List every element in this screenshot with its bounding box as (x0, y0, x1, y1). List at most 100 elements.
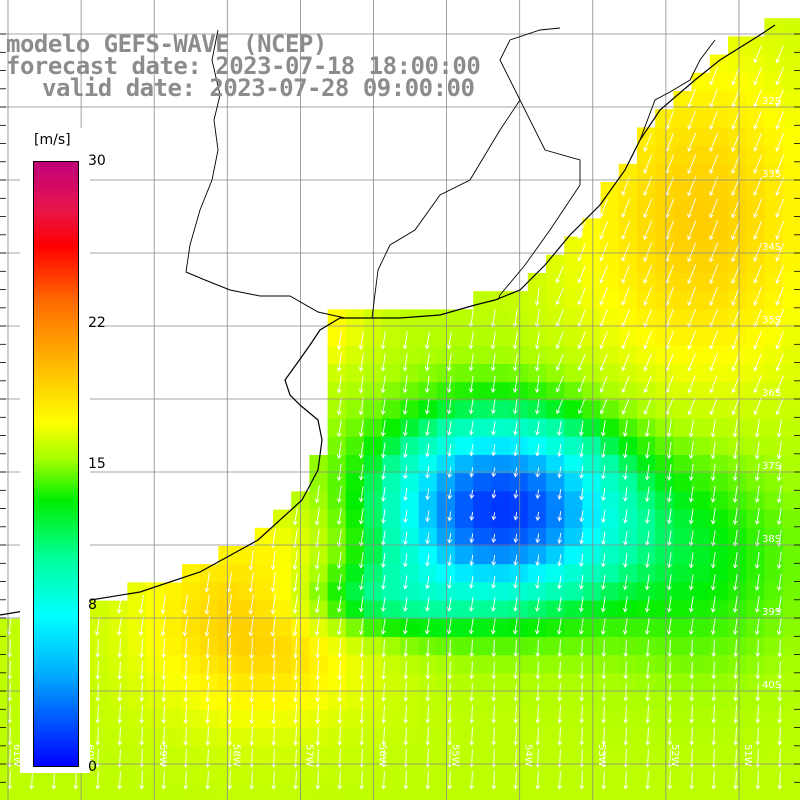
wind-cell (236, 655, 256, 674)
wind-arrow (579, 683, 585, 702)
wind-cell (673, 527, 693, 547)
wind-cell (455, 509, 474, 529)
wind-cell (564, 273, 583, 292)
wind-cell (418, 491, 438, 511)
wind-cell (618, 436, 638, 456)
wind-arrow (644, 596, 650, 613)
lat-label: 37S (762, 461, 781, 472)
wind-arrow (491, 575, 497, 589)
wind-arrow (227, 726, 233, 746)
wind-arrow (446, 398, 452, 415)
wind-arrow (403, 531, 408, 546)
wind-arrow (754, 551, 760, 569)
wind-cell (455, 455, 474, 474)
wind-arrow (775, 397, 784, 416)
wind-arrow (402, 353, 408, 372)
wind-cell (728, 473, 747, 492)
wind-arrow (689, 683, 695, 702)
wind-cell (36, 782, 56, 800)
wind-arrow (623, 727, 629, 746)
wind-cell (746, 618, 765, 638)
wind-cell (709, 709, 729, 729)
wind-cell (728, 673, 747, 693)
wind-cell (782, 72, 800, 92)
lat-label: 36S (762, 388, 781, 399)
wind-arrow (577, 309, 586, 328)
wind-arrow (513, 683, 519, 702)
wind-arrow (776, 595, 782, 614)
wind-arrow (755, 727, 761, 746)
wind-arrow (227, 682, 233, 703)
wind-cell (637, 764, 656, 784)
wind-arrow (491, 490, 497, 499)
wind-arrow (755, 771, 761, 790)
wind-cell (764, 600, 784, 620)
wind-cell (782, 728, 800, 747)
wind-cell (655, 746, 674, 765)
wind-arrow (336, 617, 342, 636)
wind-arrow (227, 637, 233, 659)
wind-cell (655, 182, 674, 201)
wind-cell (400, 709, 420, 729)
wind-cell (582, 527, 602, 547)
wind-cell (618, 655, 638, 674)
wind-cell (728, 236, 747, 256)
wind-cell (655, 546, 674, 565)
wind-cell (345, 746, 365, 765)
colorbar-tick-label: 0 (88, 759, 97, 775)
wind-cell (764, 564, 784, 583)
wind-cell (782, 709, 800, 729)
wind-cell (782, 582, 800, 602)
wind-cell (746, 163, 765, 183)
wind-cell (91, 600, 110, 620)
wind-arrow (315, 771, 321, 790)
wind-cell (782, 418, 800, 438)
wind-cell (200, 655, 219, 674)
wind-cell (673, 673, 693, 693)
colorbar-unit: [m/s] (34, 132, 71, 148)
wind-cell (618, 291, 638, 310)
wind-arrow (139, 682, 145, 702)
wind-cell (746, 655, 765, 674)
wind-cell (691, 273, 711, 292)
wind-cell (691, 527, 711, 547)
wind-cell (782, 254, 800, 274)
wind-cell (746, 527, 765, 547)
wind-cell (382, 655, 401, 674)
wind-cell (618, 327, 638, 347)
wind-cell (564, 473, 583, 492)
wind-arrow (447, 771, 453, 790)
wind-cell (273, 582, 292, 602)
wind-cell (109, 728, 128, 747)
wind-cell (782, 273, 800, 292)
wind-arrow (733, 639, 739, 658)
wind-arrow (183, 682, 189, 703)
wind-cell (527, 491, 547, 511)
wind-arrow (29, 771, 35, 790)
wind-arrow (710, 596, 716, 613)
wind-cell (709, 364, 729, 383)
wind-cell (145, 637, 165, 656)
wind-cell (546, 364, 565, 383)
wind-cell (327, 345, 347, 365)
wind-arrow (535, 771, 541, 790)
wind-arrow (731, 220, 741, 241)
wind-cell (546, 291, 565, 310)
wind-cell (400, 546, 420, 565)
wind-cell (182, 655, 201, 674)
wind-cell (673, 600, 693, 620)
wind-cell (254, 527, 274, 547)
wind-arrow (534, 353, 540, 372)
wind-arrow (557, 639, 563, 658)
wind-cell (764, 473, 784, 492)
wind-arrow (643, 154, 653, 174)
wind-cell (655, 655, 674, 674)
wind-cell (382, 473, 401, 492)
wind-arrow (358, 441, 364, 459)
wind-cell (691, 582, 711, 602)
wind-arrow (468, 398, 474, 415)
wind-cell (764, 491, 784, 511)
wind-cell (236, 782, 256, 800)
wind-cell (527, 618, 547, 638)
wind-arrow (227, 704, 233, 725)
